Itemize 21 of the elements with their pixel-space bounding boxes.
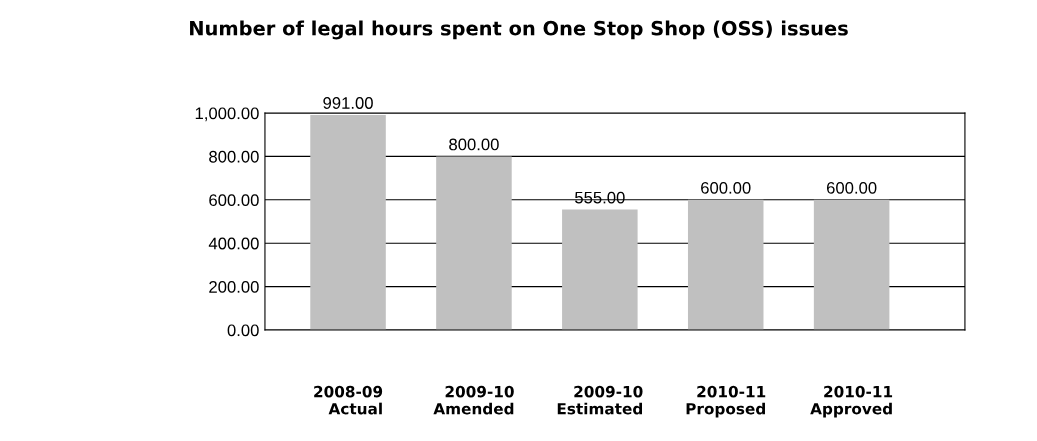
x-tick-label: 2010-11 Approved [810, 385, 893, 418]
y-tick-label: 400.00 [208, 237, 259, 250]
y-tick-label: 1,000.00 [195, 107, 259, 122]
x-tick-label: 2009-10 Amended [433, 385, 514, 415]
bar [436, 156, 512, 330]
bar [310, 114, 386, 330]
data-label: 600.00 [701, 181, 751, 194]
x-tick-label: 2009-10 Estimated [557, 385, 643, 415]
bar [813, 199, 890, 330]
data-label: 991.00 [323, 97, 373, 109]
x-tick-label: 2010-11 Proposed [686, 385, 766, 418]
data-label: 600.00 [826, 181, 877, 194]
chart-title: Number of legal hours spent on One Stop Shop (OSS) issues [190, 20, 848, 40]
x-tick-label: 2008-09 Actual [314, 385, 383, 415]
bar [562, 209, 638, 330]
y-tick-label: 0.00 [227, 324, 259, 337]
y-tick-label: 200.00 [209, 281, 259, 293]
bar [687, 199, 764, 330]
data-label: 800.00 [449, 138, 499, 151]
y-tick-label: 600.00 [209, 194, 259, 207]
y-tick-label: 800.00 [209, 150, 259, 163]
